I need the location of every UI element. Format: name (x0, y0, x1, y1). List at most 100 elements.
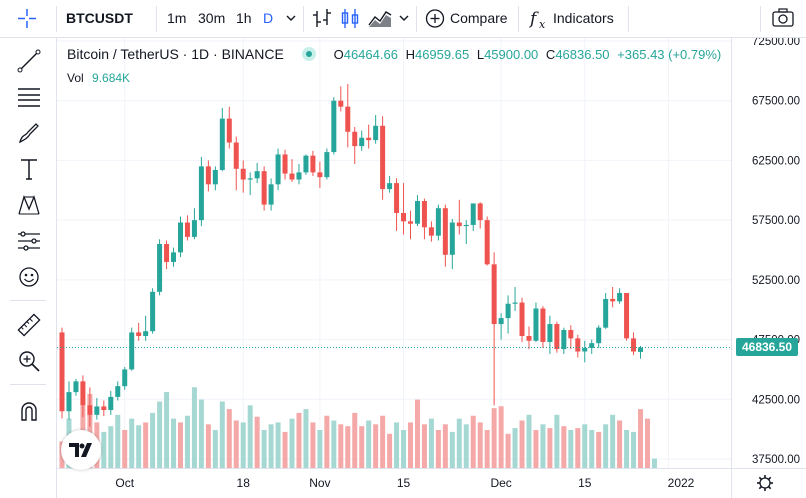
volume-bar (456, 418, 462, 468)
volume-bar (296, 412, 302, 468)
pattern-icon[interactable] (14, 190, 44, 220)
candle-body (275, 154, 281, 185)
volume-bar (233, 420, 239, 468)
high-label: H (405, 47, 415, 62)
interval-1d[interactable]: D (263, 10, 274, 26)
crosshair-menu-icon[interactable] (14, 0, 40, 37)
current-price-label: 46836.50 (736, 338, 798, 357)
volume-bar (387, 433, 393, 468)
interval-1h[interactable]: 1h (236, 10, 252, 26)
candle-body (470, 203, 476, 225)
volume-bar (164, 392, 170, 468)
candle-body (352, 131, 358, 147)
volume-bar (540, 424, 546, 468)
candle-body (296, 172, 302, 180)
time-axis-label: 15 (397, 476, 411, 490)
candle-body (254, 171, 260, 179)
candle-body (150, 291, 156, 332)
volume-bar (638, 409, 644, 468)
volume-bar (380, 415, 386, 468)
brush-icon[interactable] (14, 118, 44, 148)
compare-plus-icon[interactable] (425, 0, 447, 37)
volume-bar (108, 426, 114, 468)
interval-30m[interactable]: 30m (198, 10, 226, 26)
time-axis[interactable]: Oct 18 Nov 15 Dec 15 2022 (115, 476, 694, 490)
volume-bar (449, 431, 455, 468)
candles-icon[interactable] (339, 0, 361, 37)
candle-body (73, 381, 79, 393)
market-status-icon (301, 47, 316, 61)
candle-body (101, 406, 107, 411)
high-value: 46959.65 (414, 47, 470, 62)
volume-bar (129, 418, 135, 468)
drawing-toolbar (0, 38, 57, 498)
candle-body (122, 369, 128, 387)
candle-body (87, 405, 93, 415)
candle-body (219, 118, 225, 170)
settings-gear-icon[interactable] (757, 475, 773, 491)
candle-body (463, 224, 469, 227)
zoom-in-icon[interactable] (14, 346, 44, 376)
volume-bar (282, 431, 288, 468)
ruler-icon[interactable] (14, 310, 44, 340)
trend-line-icon[interactable] (14, 46, 44, 76)
interval-dropdown-icon[interactable] (284, 0, 298, 37)
horizontal-lines-icon[interactable] (14, 82, 44, 112)
chart-type-dropdown-icon[interactable] (397, 0, 411, 37)
volume-bar (526, 414, 532, 468)
smiley-icon[interactable] (14, 262, 44, 292)
volume-bar (268, 424, 274, 468)
tradingview-logo-icon[interactable] (61, 430, 101, 470)
volume-bar (157, 401, 163, 468)
interval-1m[interactable]: 1m (167, 10, 187, 26)
prediction-tools-icon[interactable] (14, 226, 44, 256)
candle-body (456, 222, 462, 227)
candle-body (115, 386, 121, 397)
candle-body (108, 396, 114, 411)
volume-bar (631, 431, 637, 468)
candle-body (582, 347, 588, 352)
time-axis-label: Oct (115, 476, 134, 490)
bar-chart-icon[interactable] (311, 0, 333, 37)
open-value: 46464.66 (343, 47, 398, 62)
volume-bar (345, 426, 351, 468)
volume-bar (247, 405, 253, 468)
indicators-button[interactable]: Indicators (553, 10, 614, 26)
candle-body (233, 142, 239, 169)
price-axis-label: 62500.00 (752, 155, 800, 167)
divider (518, 6, 519, 32)
camera-icon[interactable] (770, 0, 796, 37)
divider (303, 6, 304, 32)
volume-bar (561, 426, 567, 468)
candle-body (359, 137, 365, 147)
volume-bar (324, 415, 330, 468)
volume-bar (122, 430, 128, 468)
text-tool-icon[interactable] (14, 154, 44, 184)
change-value: +365.43 (+0.79%) (617, 47, 722, 62)
symbol-search[interactable]: BTCUSDT (66, 10, 133, 26)
volume-bar (143, 422, 149, 468)
price-axis[interactable]: 72500.00 67500.00 62500.00 57500.00 52500.00… (752, 38, 800, 466)
candle-body (401, 212, 407, 222)
time-axis-label: 15 (578, 476, 592, 490)
candle-body (129, 332, 135, 370)
area-chart-icon[interactable] (367, 0, 393, 37)
magnet-icon[interactable] (14, 396, 44, 426)
svg-text:x: x (539, 18, 546, 31)
volume-bar (198, 399, 204, 468)
candle-body (345, 106, 351, 132)
candlestick-series (59, 83, 644, 427)
volume-bar (191, 387, 197, 468)
low-value: 45900.00 (484, 47, 539, 62)
volume-bar (533, 430, 539, 468)
candle-body (136, 332, 142, 336)
compare-button[interactable]: Compare (450, 10, 508, 26)
time-axis-label: Nov (309, 476, 330, 490)
volume-bar (177, 422, 183, 468)
volume-bar (589, 430, 595, 468)
divider (760, 6, 761, 32)
candle-body (449, 222, 455, 255)
price-chart[interactable]: 72500.00 67500.00 62500.00 57500.00 52500.00… (57, 38, 806, 498)
candle-body (512, 302, 518, 304)
